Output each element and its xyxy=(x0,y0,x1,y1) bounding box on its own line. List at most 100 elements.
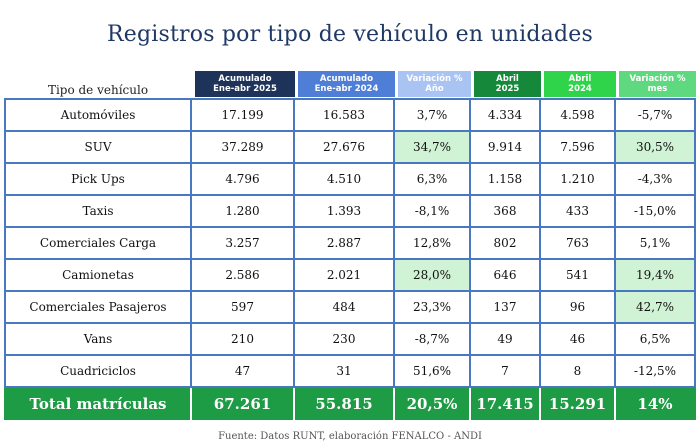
cell-acumulado-2024: 2.021 xyxy=(295,260,395,292)
cell-variacion-mes: -12,5% xyxy=(616,356,696,388)
cell-abril-2024: 1.210 xyxy=(541,164,616,196)
cell-tipo: Taxis xyxy=(4,196,192,228)
cell-acumulado-2024: 1.393 xyxy=(295,196,395,228)
total-abril-2025: 17.415 xyxy=(471,388,541,420)
table-row: Taxis 1.280 1.393 -8,1% 368 433 -15,0% xyxy=(4,196,696,228)
col-header-line: 2024 xyxy=(568,84,592,94)
col-header-tipo: Tipo de vehículo xyxy=(4,71,192,98)
cell-tipo: Automóviles xyxy=(4,98,192,132)
col-header-variacion-anio: Variación % Año xyxy=(395,71,471,98)
table-row: Comerciales Pasajeros 597 484 23,3% 137 … xyxy=(4,292,696,324)
cell-variacion-anio: 23,3% xyxy=(395,292,471,324)
cell-acumulado-2025: 2.586 xyxy=(192,260,295,292)
source-note: Fuente: Datos RUNT, elaboración FENALCO … xyxy=(218,431,482,442)
cell-abril-2024: 96 xyxy=(541,292,616,324)
col-header-line: mes xyxy=(647,84,668,94)
cell-abril-2024: 8 xyxy=(541,356,616,388)
col-header-line: Abril xyxy=(496,74,519,84)
col-header-line: Variación % xyxy=(406,74,463,84)
cell-tipo: Camionetas xyxy=(4,260,192,292)
cell-variacion-mes: 42,7% xyxy=(616,292,696,324)
cell-acumulado-2025: 17.199 xyxy=(192,98,295,132)
cell-variacion-mes: 5,1% xyxy=(616,228,696,260)
cell-acumulado-2024: 4.510 xyxy=(295,164,395,196)
cell-variacion-anio: -8,7% xyxy=(395,324,471,356)
table-row: SUV 37.289 27.676 34,7% 9.914 7.596 30,5… xyxy=(4,132,696,164)
col-header-line: 2025 xyxy=(495,84,520,94)
cell-variacion-mes: 6,5% xyxy=(616,324,696,356)
cell-abril-2025: 49 xyxy=(471,324,541,356)
cell-tipo: SUV xyxy=(4,132,192,164)
cell-acumulado-2025: 1.280 xyxy=(192,196,295,228)
col-header-line: Ene-abr 2024 xyxy=(314,84,379,94)
cell-acumulado-2024: 230 xyxy=(295,324,395,356)
cell-abril-2024: 7.596 xyxy=(541,132,616,164)
cell-acumulado-2024: 484 xyxy=(295,292,395,324)
col-header-acumulado-2025: Acumulado Ene-abr 2025 xyxy=(192,71,295,98)
cell-variacion-anio: 34,7% xyxy=(395,132,471,164)
total-variacion-anio: 20,5% xyxy=(395,388,471,420)
col-header-line: Acumulado xyxy=(218,74,272,84)
cell-variacion-anio: 12,8% xyxy=(395,228,471,260)
cell-acumulado-2025: 597 xyxy=(192,292,295,324)
total-label: Total matrículas xyxy=(4,388,192,420)
cell-abril-2025: 1.158 xyxy=(471,164,541,196)
cell-variacion-mes: 19,4% xyxy=(616,260,696,292)
cell-variacion-anio: 51,6% xyxy=(395,356,471,388)
table-row: Automóviles 17.199 16.583 3,7% 4.334 4.5… xyxy=(4,98,696,132)
cell-tipo: Cuadriciclos xyxy=(4,356,192,388)
cell-abril-2024: 46 xyxy=(541,324,616,356)
total-abril-2024: 15.291 xyxy=(541,388,616,420)
cell-abril-2024: 541 xyxy=(541,260,616,292)
total-row: Total matrículas 67.261 55.815 20,5% 17.… xyxy=(4,388,696,420)
cell-acumulado-2024: 31 xyxy=(295,356,395,388)
cell-acumulado-2025: 3.257 xyxy=(192,228,295,260)
cell-variacion-anio: -8,1% xyxy=(395,196,471,228)
cell-tipo: Comerciales Carga xyxy=(4,228,192,260)
cell-variacion-mes: -5,7% xyxy=(616,98,696,132)
cell-abril-2024: 763 xyxy=(541,228,616,260)
cell-abril-2025: 802 xyxy=(471,228,541,260)
table-row: Vans 210 230 -8,7% 49 46 6,5% xyxy=(4,324,696,356)
col-header-line: Acumulado xyxy=(319,74,374,84)
cell-acumulado-2025: 37.289 xyxy=(192,132,295,164)
cell-variacion-anio: 28,0% xyxy=(395,260,471,292)
cell-variacion-mes: 30,5% xyxy=(616,132,696,164)
cell-acumulado-2025: 47 xyxy=(192,356,295,388)
cell-abril-2024: 4.598 xyxy=(541,98,616,132)
registros-table: Tipo de vehículo Acumulado Ene-abr 2025 A… xyxy=(4,71,696,420)
col-header-line: Variación % xyxy=(629,74,686,84)
table-row: Pick Ups 4.796 4.510 6,3% 1.158 1.210 -4… xyxy=(4,164,696,196)
col-header-line: Año xyxy=(425,84,444,94)
cell-tipo: Pick Ups xyxy=(4,164,192,196)
cell-abril-2024: 433 xyxy=(541,196,616,228)
cell-tipo: Vans xyxy=(4,324,192,356)
cell-acumulado-2024: 16.583 xyxy=(295,98,395,132)
cell-variacion-anio: 6,3% xyxy=(395,164,471,196)
cell-abril-2025: 7 xyxy=(471,356,541,388)
table-row: Comerciales Carga 3.257 2.887 12,8% 802 … xyxy=(4,228,696,260)
cell-abril-2025: 368 xyxy=(471,196,541,228)
cell-abril-2025: 137 xyxy=(471,292,541,324)
cell-tipo: Comerciales Pasajeros xyxy=(4,292,192,324)
cell-acumulado-2025: 210 xyxy=(192,324,295,356)
cell-abril-2025: 4.334 xyxy=(471,98,541,132)
total-acumulado-2024: 55.815 xyxy=(295,388,395,420)
col-header-acumulado-2024: Acumulado Ene-abr 2024 xyxy=(295,71,395,98)
cell-abril-2025: 646 xyxy=(471,260,541,292)
cell-abril-2025: 9.914 xyxy=(471,132,541,164)
table-header-row: Tipo de vehículo Acumulado Ene-abr 2025 A… xyxy=(4,71,696,98)
total-variacion-mes: 14% xyxy=(616,388,696,420)
cell-variacion-anio: 3,7% xyxy=(395,98,471,132)
cell-variacion-mes: -4,3% xyxy=(616,164,696,196)
col-header-variacion-mes: Variación % mes xyxy=(616,71,696,98)
page-title: Registros por tipo de vehículo en unidad… xyxy=(107,22,593,47)
table-row: Cuadriciclos 47 31 51,6% 7 8 -12,5% xyxy=(4,356,696,388)
col-header-abril-2024: Abril 2024 xyxy=(541,71,616,98)
col-header-line: Abril xyxy=(568,74,592,84)
cell-acumulado-2024: 27.676 xyxy=(295,132,395,164)
cell-acumulado-2024: 2.887 xyxy=(295,228,395,260)
col-header-abril-2025: Abril 2025 xyxy=(471,71,541,98)
cell-acumulado-2025: 4.796 xyxy=(192,164,295,196)
total-acumulado-2025: 67.261 xyxy=(192,388,295,420)
